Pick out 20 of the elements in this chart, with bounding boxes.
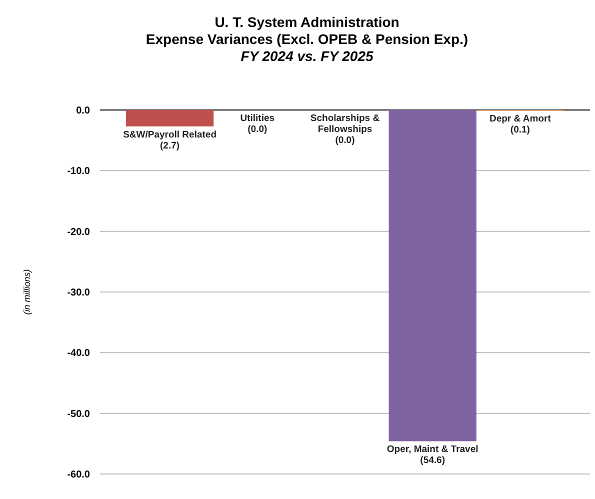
data-label: (54.6) <box>420 455 446 466</box>
y-tick-label: -40.0 <box>67 348 90 360</box>
x-tick-label: Oper, Maint & Travel <box>386 444 478 456</box>
data-label: (0.0) <box>335 135 355 146</box>
y-tick-label: -50.0 <box>67 408 90 420</box>
y-tick-label: 0.0 <box>76 106 90 116</box>
y-tick-label: -30.0 <box>67 288 90 298</box>
data-label: (2.7) <box>160 140 180 152</box>
chart-title: U. T. System Administration Expense Variances (Excl. OPEB & Pension Exp.) <box>146 14 468 47</box>
y-tick-label: -20.0 <box>67 226 90 238</box>
y-axis-title: (in millions) <box>22 269 32 315</box>
data-label: (0.0) <box>248 124 268 135</box>
x-tick-label: S&W/Payroll Related <box>123 129 217 140</box>
x-tick-label: Utilities <box>240 113 275 124</box>
y-tick-label: -60.0 <box>67 470 90 480</box>
x-tick-label: Scholarships & Fellowships <box>310 113 380 135</box>
chart-subtitle: FY 2024 vs. FY 2025 <box>240 48 374 64</box>
y-tick-label: -10.0 <box>67 166 90 178</box>
data-label: (0.1) <box>510 124 530 136</box>
x-tick-label: Depr & Amort <box>489 114 552 125</box>
